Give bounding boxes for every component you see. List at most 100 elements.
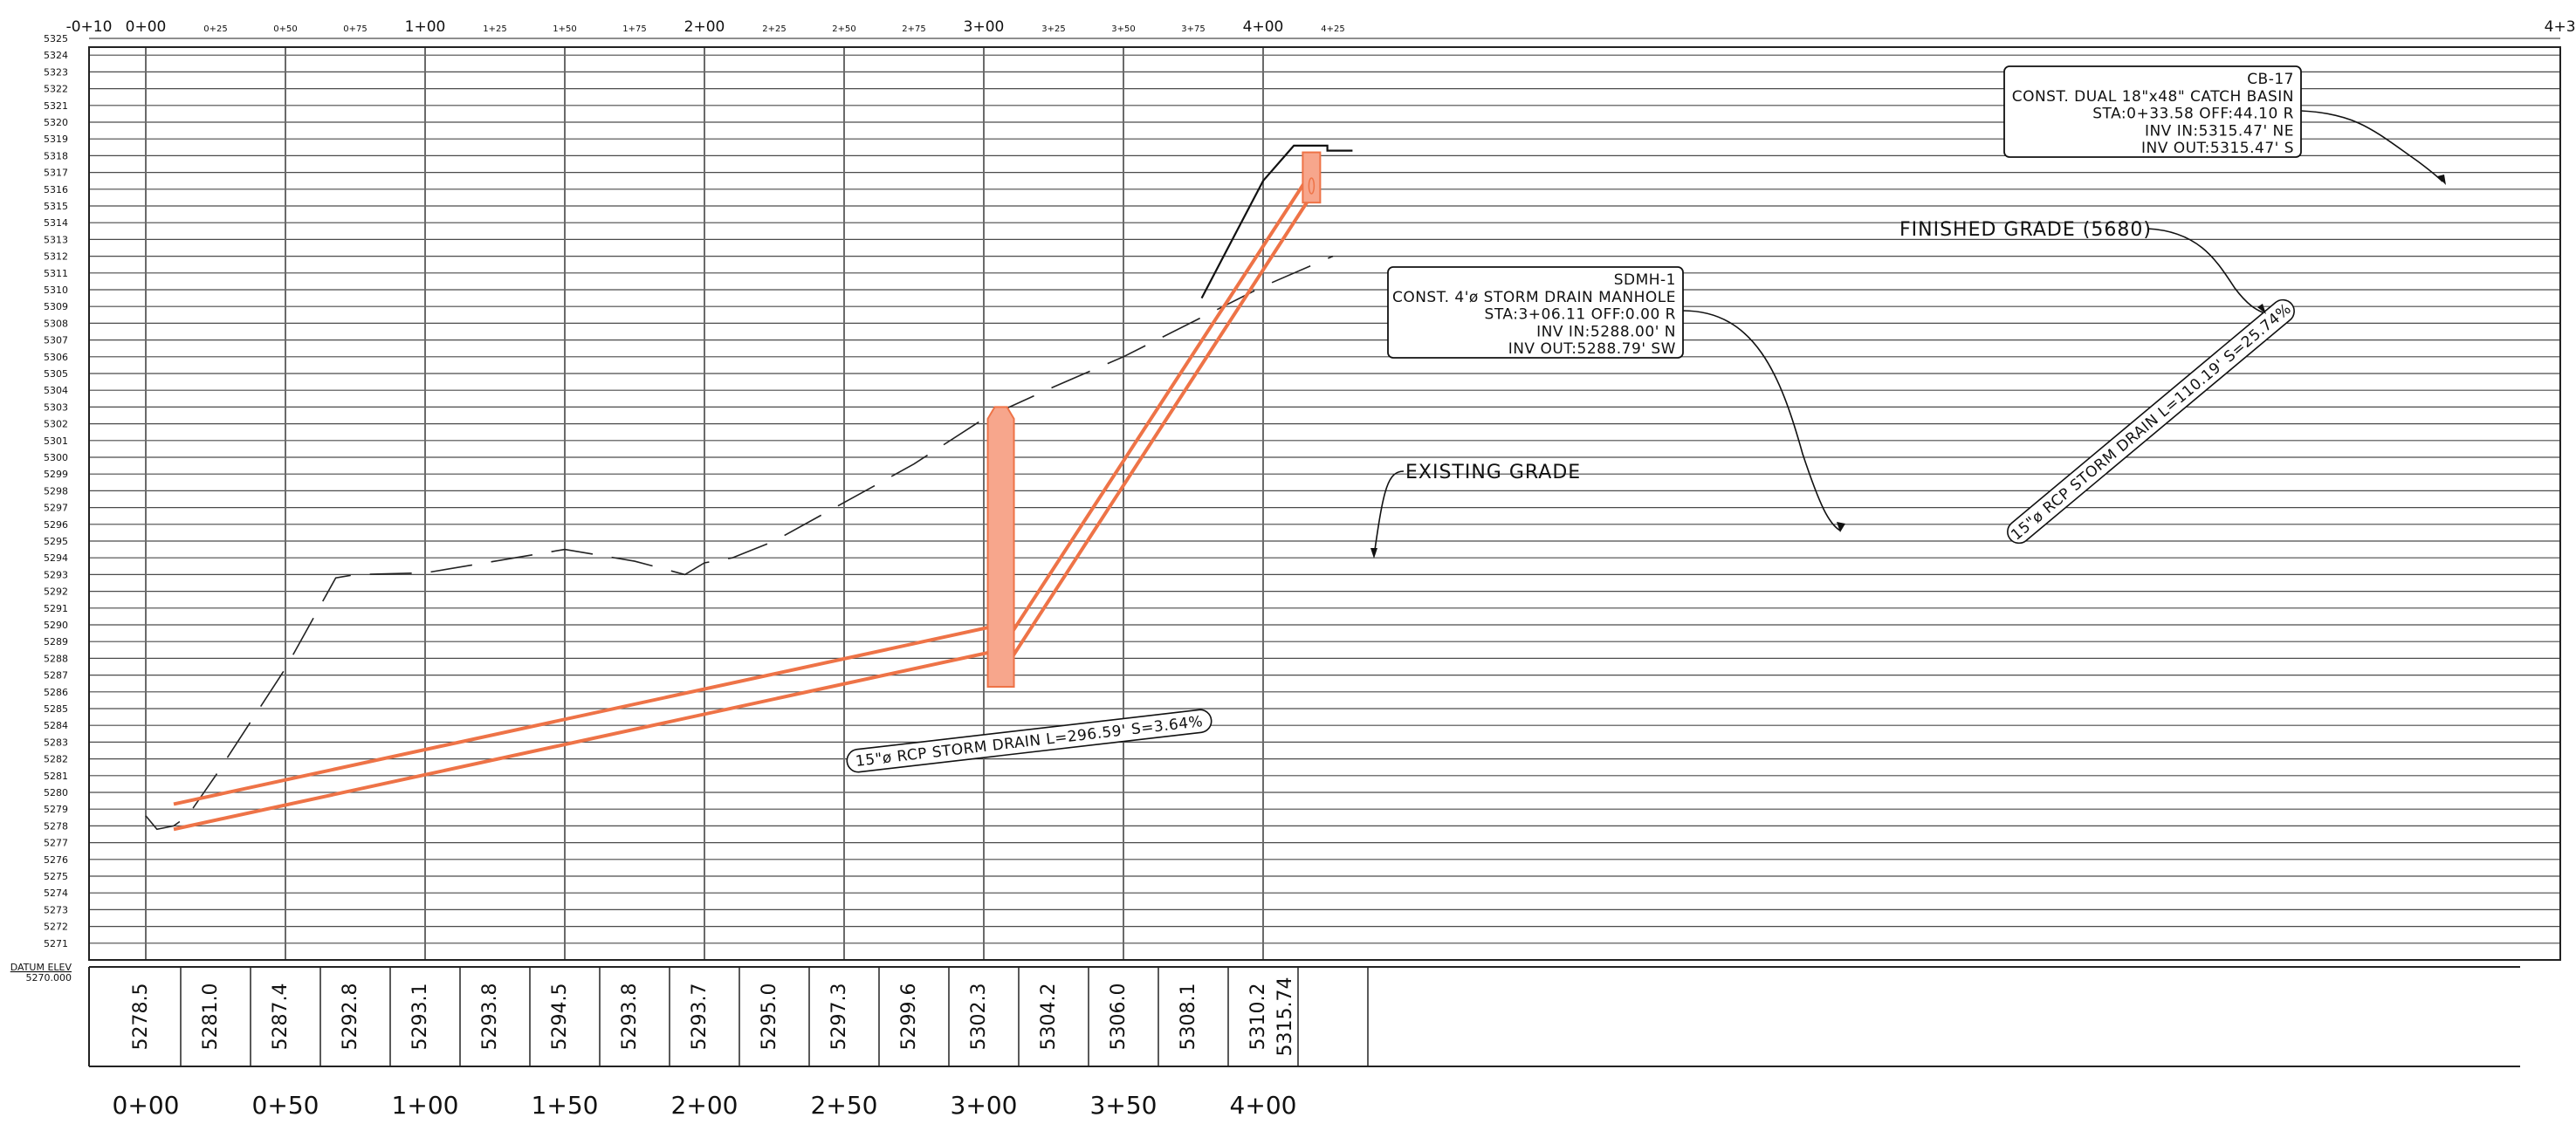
elevation-tick-label: 5281: [44, 771, 68, 782]
pipe-invert-line: [173, 648, 1001, 832]
table-elevation-value: 5287.4: [270, 984, 292, 1051]
bottom-station-label: 3+00: [951, 1091, 1018, 1120]
finished-grade-line: [1200, 144, 1353, 299]
table-elevation-value: 5293.8: [619, 984, 641, 1051]
elevation-tick-label: 5299: [44, 469, 68, 480]
callout-line: STA:3+06.11 OFF:0.00 R: [1485, 306, 1676, 324]
elevation-tick-label: 5287: [44, 670, 68, 682]
top-station-label: 2+75: [902, 24, 925, 34]
elevation-tick-label: 5302: [44, 419, 68, 430]
cb-arrowhead: [2437, 175, 2446, 185]
elevation-tick-label: 5291: [44, 603, 68, 614]
table-elevation-value: 5292.8: [340, 984, 361, 1051]
elevation-tick-label: 5294: [44, 552, 68, 564]
table-elevation-value: 5310.2: [1247, 984, 1269, 1051]
elevation-tick-label: 5289: [44, 636, 68, 648]
elevation-tick-label: 5317: [44, 168, 68, 179]
top-station-label: 1+75: [622, 24, 646, 34]
elevation-tick-label: 5297: [44, 503, 68, 514]
top-station-label: 0+00: [126, 18, 167, 36]
bottom-station-label: 4+00: [1230, 1091, 1297, 1120]
elevation-tick-label: 5282: [44, 754, 68, 765]
table-elevation-value: 5293.8: [479, 984, 501, 1051]
elevation-table: 5278.5 5281.0 5287.4 5292.8 5293.1 5293.8 5294…: [88, 966, 2520, 1120]
top-station-label: 2+50: [832, 24, 855, 34]
callout-line: CONST. 4'ø STORM DRAIN MANHOLE: [1392, 289, 1676, 306]
bottom-station-label: 0+00: [113, 1091, 180, 1120]
elevation-tick-label: 5312: [44, 251, 68, 263]
grade-lines: [145, 144, 1353, 831]
elevation-tick-label: 5277: [44, 838, 68, 849]
elevation-tick-label: 5295: [44, 536, 68, 547]
callout-box: [2003, 65, 2302, 158]
elevation-tick-label: 5324: [44, 50, 68, 61]
top-station-label: 0+50: [273, 24, 297, 34]
elevation-tick-label: 5304: [44, 385, 68, 396]
callout-line: CB-17: [2247, 71, 2294, 88]
elevation-tick-label: 5315: [44, 201, 68, 212]
existing-grade-label: EXISTING GRADE: [1405, 462, 1581, 483]
elevation-tick-label: 5273: [44, 904, 68, 915]
table-elevation-value: 5308.1: [1178, 984, 1199, 1051]
elevation-tick-label: 5293: [44, 569, 68, 580]
top-station-label: 3+00: [964, 18, 1005, 36]
bottom-station-label: 2+50: [811, 1091, 878, 1120]
top-station-label: -0+10: [66, 18, 113, 36]
table-elevation-value: 5293.7: [689, 984, 711, 1051]
elevation-tick-label: 5308: [44, 318, 68, 329]
elevation-tick-label: 5286: [44, 687, 68, 698]
elevation-tick-label: 5323: [44, 66, 68, 78]
elevation-tick-label: 5306: [44, 352, 68, 363]
callout-line: INV IN:5288.00' N: [1536, 323, 1676, 340]
elevation-tick-label: 5318: [44, 150, 68, 161]
table-elevation-value: 5302.3: [968, 984, 990, 1051]
storm-drain-pipes: [173, 151, 1322, 832]
elevation-tick-label: 5301: [44, 435, 68, 447]
datum-elevation: 5270.000: [26, 972, 72, 984]
existing-grade-line: [145, 255, 1334, 831]
top-station-label: 3+25: [1041, 24, 1065, 34]
existing-grade-leader: [1374, 470, 1405, 551]
manhole-structure: [986, 406, 1015, 689]
finished-grade-leader: [2147, 228, 2263, 313]
catch-basin-opening: [1308, 177, 1315, 195]
elevation-tick-label: 5274: [44, 888, 68, 899]
elevation-tick-label: 5292: [44, 586, 68, 598]
elevation-tick-label: 5284: [44, 720, 68, 731]
top-station-label: 4+00: [1243, 18, 1284, 36]
top-station-label: 4+25: [1321, 24, 1344, 34]
table-elevation-value: 5278.5: [130, 984, 152, 1051]
callout-box: [1387, 266, 1684, 359]
bottom-station-label: 0+50: [252, 1091, 319, 1120]
table-elevation-value: 5295.0: [759, 984, 780, 1051]
table-elevation-value: 5297.3: [828, 984, 850, 1051]
datum-label: DATUM ELEV: [10, 962, 72, 973]
table-elevation-value: 5294.5: [549, 984, 571, 1051]
elevation-tick-label: 5272: [44, 922, 68, 933]
bottom-station-label: 2+00: [671, 1091, 738, 1120]
bottom-station-label: 1+00: [392, 1091, 459, 1120]
elevation-tick-label: 5285: [44, 703, 68, 715]
elevation-tick-label: 5307: [44, 335, 68, 346]
pipe-label-box: [846, 709, 1212, 773]
pipe-crown-line: [999, 176, 1309, 651]
elevation-tick-label: 5280: [44, 787, 68, 798]
elevation-tick-label: 5313: [44, 234, 68, 245]
elevation-tick-label: 5321: [44, 100, 68, 112]
profile-frame: [88, 46, 2561, 961]
top-station-label: 4+32: [2545, 18, 2576, 36]
elevation-tick-label: 5320: [44, 117, 68, 128]
elevation-tick-label: 5271: [44, 938, 68, 949]
elevation-tick-label: 5309: [44, 301, 68, 312]
pipe-label-box: [2007, 298, 2295, 545]
table-elevation-value: 5304.2: [1038, 984, 1060, 1051]
elevation-tick-label: 5278: [44, 820, 68, 832]
top-station-label: 2+00: [684, 18, 725, 36]
elevation-tick-label: 5298: [44, 485, 68, 497]
elevation-tick-label: 5288: [44, 653, 68, 664]
elevation-tick-label: 5276: [44, 854, 68, 866]
top-station-label: 1+25: [483, 24, 506, 34]
cb-leader: [2300, 110, 2443, 182]
top-station-label: 3+50: [1111, 24, 1135, 34]
